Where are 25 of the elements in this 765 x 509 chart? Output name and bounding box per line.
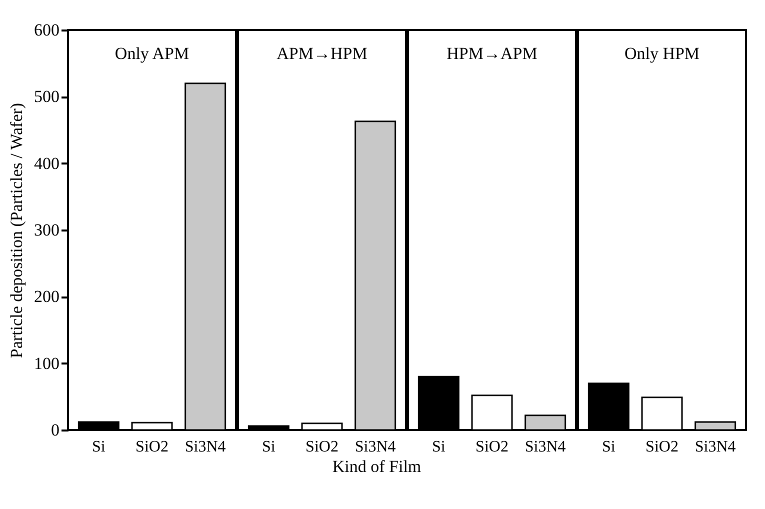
x-tick-label: Si3N4	[694, 438, 736, 456]
x-tick-label: Si	[262, 438, 276, 456]
text: Only HPM	[624, 44, 700, 63]
text: HPM→APM	[446, 44, 538, 63]
x-tick-label: SiO2	[306, 438, 338, 456]
y-tick-label: 0	[51, 420, 60, 440]
y-tick-label: 100	[34, 354, 60, 373]
x-tick-label: Si3N4	[184, 438, 226, 456]
y-tick-label: 200	[34, 287, 60, 306]
text: APM→HPM	[276, 44, 368, 63]
y-tick-label: 300	[34, 220, 60, 240]
x-tick-label: Si	[432, 438, 446, 456]
x-axis-title: Kind of Film	[332, 457, 422, 476]
x-tick-label: SiO2	[136, 438, 168, 456]
x-tick-label: SiO2	[646, 438, 678, 456]
x-tick-label: SiO2	[476, 438, 508, 456]
x-tick-label: Si3N4	[354, 438, 396, 456]
x-tick-label: Si	[602, 438, 616, 456]
x-tick-label: Si3N4	[524, 438, 566, 456]
y-axis-title: Particle deposition (Particles / Wafer)	[7, 102, 26, 358]
x-tick-label: Si	[92, 438, 106, 456]
y-tick-label: 500	[34, 87, 60, 106]
y-tick-label: 400	[34, 154, 60, 173]
text: Only APM	[114, 44, 190, 63]
y-tick-label: 600	[34, 20, 60, 40]
